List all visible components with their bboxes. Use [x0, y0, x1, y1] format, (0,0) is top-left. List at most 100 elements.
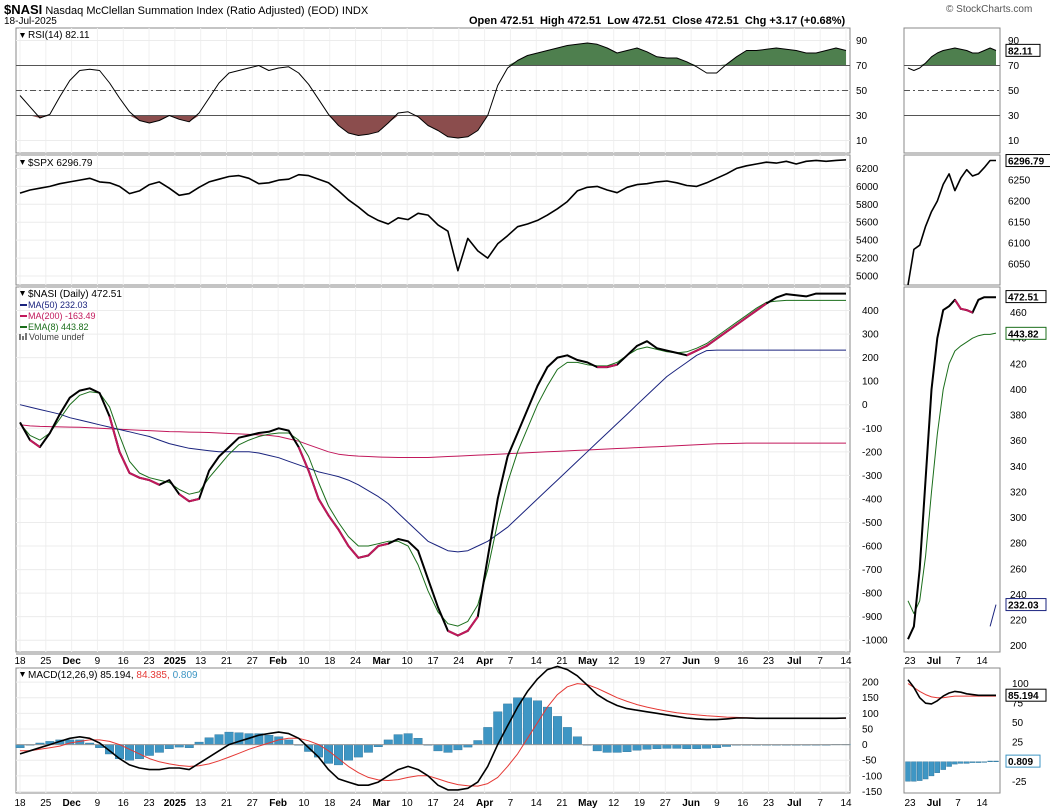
ma50-legend: MA(50) 232.03 — [28, 300, 88, 310]
nasi-below-ema-segment — [118, 451, 131, 474]
side-nasi-tick-label: 320 — [1010, 487, 1027, 498]
side-macd-histogram-bar — [946, 761, 952, 767]
nasi-tick-label: -300 — [862, 471, 882, 482]
date-label: 18-Jul-2025 — [4, 16, 57, 27]
side-macd-last-tag-box — [1005, 688, 1047, 702]
x-axis-label-bottom: 18 — [324, 798, 336, 809]
rsi-oversold-fill — [20, 115, 846, 138]
macd-histogram-bar — [15, 744, 25, 748]
x-axis-label-bottom: 23 — [144, 798, 156, 809]
x-axis-label: Jun — [682, 656, 700, 667]
side-ma50-line — [989, 604, 997, 627]
open-label: Open — [469, 15, 498, 27]
spx-tick-label: 5800 — [856, 200, 879, 211]
side-nasi-tick-label: 260 — [1010, 564, 1027, 575]
nasi-below-ema-segment — [696, 344, 708, 352]
macd-histogram-bar — [553, 716, 562, 745]
nasi-below-ema-segment — [378, 542, 389, 548]
side-ma50-last-tag-label: 232.03 — [1008, 601, 1039, 612]
side-macd-tick-label: -25 — [1012, 777, 1027, 788]
side-x-axis-label-bottom: 7 — [955, 798, 961, 809]
side-macd-histogram-bar — [928, 761, 935, 777]
side-spx-last-tag-box — [1005, 154, 1050, 168]
macd-histogram-bar — [353, 744, 363, 758]
macd-histogram-bar — [433, 744, 443, 752]
macd-histogram-bar — [154, 744, 164, 753]
volume-legend-icon — [22, 336, 24, 340]
macd-histogram-bar — [443, 744, 453, 753]
side-spx-tick-label: 6100 — [1008, 239, 1031, 250]
macd-histogram-bar — [184, 744, 194, 748]
panel-toggle-icon — [20, 160, 25, 165]
macd-histogram-bar — [513, 697, 523, 745]
side-rsi-line — [907, 47, 997, 71]
side-rsi-overbought-fill — [908, 48, 996, 66]
side-spx-tick-label: 6050 — [1008, 260, 1031, 271]
x-axis-label: 14 — [840, 656, 852, 667]
spx-tick-label: 5000 — [856, 272, 879, 283]
macd-histogram-bar — [383, 739, 393, 745]
ema8-line — [19, 299, 846, 627]
macd-signal-line — [20, 683, 846, 787]
side-nasi-tick-label: 400 — [1010, 385, 1027, 396]
rsi-overbought-fill — [20, 43, 846, 66]
macd-histogram-bar — [214, 734, 224, 745]
x-axis-label-bottom: 21 — [221, 798, 233, 809]
chg-label: Chg — [744, 15, 767, 27]
nasi-tick-label: 100 — [862, 377, 879, 388]
spx-line — [19, 159, 847, 272]
nasi-tick-label: -900 — [862, 612, 882, 623]
macd-histogram-bar — [204, 737, 214, 745]
volume-legend: Volume undef — [29, 332, 85, 342]
macd-legend-part: 85.194, — [100, 670, 136, 681]
nasi-below-ema-segment — [725, 323, 738, 333]
side-nasi-tick-label: 360 — [1010, 436, 1027, 447]
x-axis-label: 7 — [508, 656, 514, 667]
rsi-tick-label: 50 — [856, 86, 868, 97]
macd-histogram-bar — [473, 740, 483, 745]
x-axis-label-bottom: 18 — [14, 798, 26, 809]
x-axis-label-bottom: 10 — [298, 798, 310, 809]
x-axis-label-bottom: 13 — [195, 798, 207, 809]
side-nasi-tick-label: 240 — [1010, 590, 1027, 601]
macd-histogram-bar — [652, 744, 662, 749]
spx-tick-label: 5600 — [856, 218, 879, 229]
nasi-below-ema-segment — [755, 302, 767, 312]
volume-legend-icon — [19, 334, 21, 340]
nasi-below-ema-segment — [178, 493, 190, 503]
side-macd-histogram-bar — [981, 761, 987, 763]
macd-histogram-bar — [632, 744, 642, 751]
open-value: 472.51 — [500, 15, 534, 27]
index-name: Nasdaq McClellan Summation Index (Ratio … — [45, 5, 339, 17]
x-axis-label-bottom: 24 — [350, 798, 362, 809]
x-axis-label: 27 — [660, 656, 672, 667]
spx-tick-label: 5200 — [856, 254, 879, 265]
side-nasi-down-segment — [960, 307, 967, 312]
side-rsi-tick-label: 10 — [1008, 136, 1020, 147]
nasi-below-ema-segment — [108, 416, 121, 453]
x-axis-label-bottom: 16 — [737, 798, 749, 809]
x-axis-label-bottom: 17 — [427, 798, 439, 809]
x-axis-label: 9 — [95, 656, 101, 667]
x-axis-label-bottom: 19 — [634, 798, 646, 809]
side-macd-tick-label: 75 — [1012, 699, 1024, 710]
side-x-axis-label: Jul — [927, 656, 942, 667]
x-axis-label: 13 — [195, 656, 207, 667]
x-axis-label: Feb — [269, 656, 287, 667]
nasi-below-ema-segment — [735, 316, 748, 326]
side-nasi-tick-label: 300 — [1010, 513, 1027, 524]
side-x-axis-label: 7 — [955, 656, 961, 667]
side-x-axis-label: 23 — [904, 656, 916, 667]
side-ema8-last-tag-box — [1005, 326, 1047, 340]
macd-histogram-bar — [124, 744, 134, 761]
nasi-below-ema-segment — [297, 446, 310, 472]
macd-histogram-bar — [602, 744, 612, 753]
macd-tick-label: 150 — [862, 693, 879, 704]
low-value: 472.51 — [632, 15, 666, 27]
side-nasi-tick-label: 220 — [1010, 615, 1027, 626]
macd-histogram-bar — [562, 727, 572, 745]
rsi-line — [19, 42, 847, 139]
side-macd-histogram-bar — [952, 761, 958, 765]
side-macd-histogram-bar — [922, 761, 929, 780]
nasi-tick-label: -500 — [862, 518, 882, 529]
